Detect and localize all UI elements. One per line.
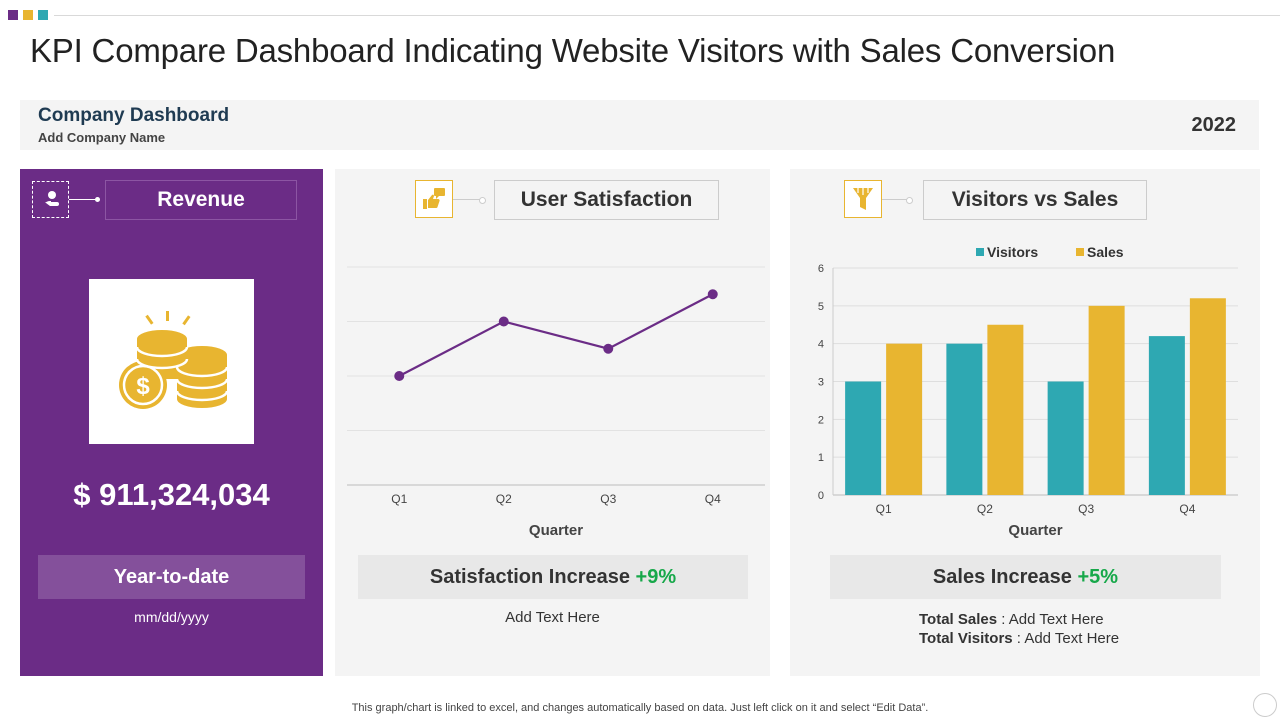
- visitors-sales-panel: Visitors vs Sales 0 1 2 3 4 5 6 Q1 Q2 Q3 Q4 Quarter…: [790, 169, 1260, 676]
- bar-sales: [1088, 305, 1125, 495]
- line-x-tick-label: Q3: [600, 492, 616, 506]
- bar-x-tick-label: Q4: [1179, 502, 1195, 516]
- bar-visitors: [946, 343, 983, 495]
- company-subtitle: Add Company Name: [38, 130, 166, 145]
- funnel-icon: [844, 180, 882, 218]
- svg-text:$: $: [136, 373, 150, 400]
- total-sales-note: Total Sales : Add Text Here: [919, 611, 1104, 628]
- total-visitors-value: Add Text Here: [1024, 630, 1120, 647]
- satisfaction-kpi-percent: +9%: [635, 565, 677, 588]
- bar-sales: [1189, 298, 1226, 495]
- revenue-label-box: Revenue: [105, 180, 297, 220]
- revenue-date: mm/dd/yyyy: [134, 609, 209, 625]
- satisfaction-label-box: User Satisfaction: [494, 180, 719, 220]
- line-x-axis-title: Quarter: [529, 522, 583, 539]
- revenue-connector: [69, 197, 100, 202]
- satisfaction-panel: User Satisfaction Q1 Q2 Q3 Q4 Quarter Satisf…: [335, 169, 770, 676]
- total-sales-value: Add Text Here: [1008, 611, 1104, 628]
- bar-y-tick-label: 4: [818, 339, 824, 351]
- satisfaction-point: [394, 371, 405, 381]
- gold-coins-icon: $: [118, 311, 228, 409]
- footer-note: This graph/chart is linked to excel, and…: [351, 702, 929, 714]
- bar-y-tick-label: 5: [818, 301, 824, 313]
- sales-kpi-percent: +5%: [1077, 565, 1119, 588]
- satisfaction-kpi-label: Satisfaction Increase: [429, 565, 630, 588]
- satisfaction-series-line: [398, 293, 714, 377]
- satisfaction-point: [603, 343, 614, 354]
- sales-kpi-box: Sales Increase +5%: [830, 555, 1221, 599]
- bar-x-tick-label: Q1: [876, 502, 892, 516]
- decor-dots: [8, 10, 48, 20]
- satisfaction-line-chart: Q1 Q2 Q3 Q4 Quarter: [347, 266, 765, 539]
- thumbs-up-chat-icon: [415, 180, 453, 218]
- legend-swatch: [976, 248, 984, 256]
- line-x-tick-label: Q2: [496, 492, 512, 506]
- visitors-sales-label-box: Visitors vs Sales: [923, 180, 1147, 220]
- satisfaction-note: Add Text Here: [505, 609, 600, 626]
- bar-sales: [886, 343, 923, 495]
- user-hand-icon: [32, 181, 69, 218]
- bar-x-axis-title: Quarter: [1008, 522, 1062, 539]
- legend-label: Sales: [1087, 244, 1124, 260]
- total-visitors-label: Total Visitors: [919, 630, 1013, 647]
- satisfaction-point: [498, 316, 509, 327]
- satisfaction-kpi-box: Satisfaction Increase +9%: [358, 555, 748, 599]
- line-x-tick-label: Q1: [391, 492, 407, 506]
- visitors-sales-connector: [882, 197, 913, 204]
- revenue-panel: Revenue: [20, 169, 323, 676]
- top-divider: [54, 15, 1280, 16]
- corner-circle: [1253, 693, 1277, 717]
- total-sales-label: Total Sales: [919, 611, 998, 628]
- bar-y-tick-label: 6: [818, 263, 824, 275]
- company-bar: Company Dashboard Add Company Name 2022: [20, 100, 1259, 150]
- revenue-label: Revenue: [157, 188, 245, 211]
- page-title: KPI Compare Dashboard Indicating Website…: [30, 32, 1116, 69]
- total-visitors-note: Total Visitors : Add Text Here: [919, 630, 1120, 647]
- bar-y-tick-label: 0: [818, 490, 824, 502]
- bar-sales: [987, 324, 1024, 495]
- bar-y-tick-label: 2: [818, 414, 824, 426]
- legend-swatch: [1076, 248, 1084, 256]
- bar-x-tick-label: Q3: [1078, 502, 1094, 516]
- sales-kpi-label: Sales Increase: [932, 565, 1072, 588]
- company-year: 2022: [1191, 114, 1237, 136]
- visitors-sales-bar-chart: 0 1 2 3 4 5 6 Q1 Q2 Q3 Q4 Quarter Visitors Sales: [818, 244, 1238, 539]
- bar-visitors: [1047, 381, 1084, 495]
- satisfaction-label: User Satisfaction: [520, 188, 693, 211]
- year-to-date-label: Year-to-date: [113, 565, 230, 588]
- bar-x-tick-label: Q2: [977, 502, 993, 516]
- year-to-date-box: Year-to-date: [38, 555, 305, 599]
- satisfaction-point: [707, 289, 718, 300]
- bar-visitors: [845, 381, 882, 495]
- visitors-sales-label: Visitors vs Sales: [951, 188, 1119, 211]
- coin-image-box: $: [89, 279, 254, 444]
- satisfaction-connector: [453, 197, 486, 204]
- line-x-tick-label: Q4: [705, 492, 721, 506]
- legend-label: Visitors: [987, 244, 1038, 260]
- revenue-value: $ 911,324,034: [73, 477, 270, 512]
- bar-y-tick-label: 1: [818, 452, 824, 464]
- bar-y-tick-label: 3: [818, 377, 824, 389]
- bar-visitors: [1148, 336, 1185, 495]
- company-name: Company Dashboard: [38, 105, 230, 126]
